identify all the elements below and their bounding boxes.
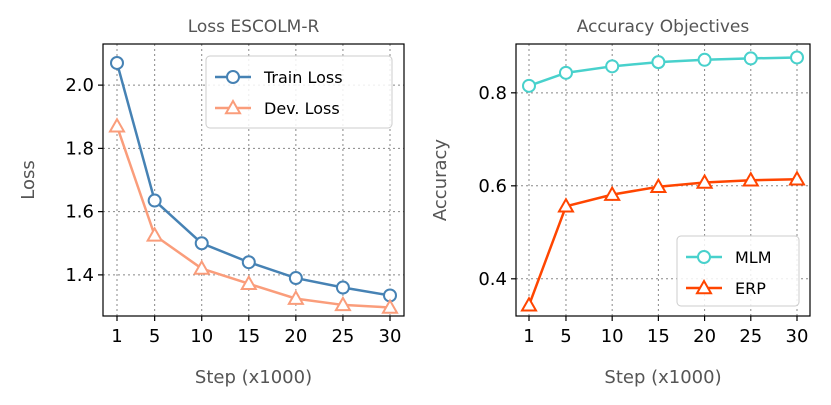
x-tick-label: 1 <box>523 326 534 347</box>
data-point <box>108 117 126 133</box>
data-point <box>558 65 573 80</box>
data-point <box>697 52 712 67</box>
chart-title: Accuracy Objectives <box>577 17 750 37</box>
data-point <box>145 226 164 242</box>
x-tick-label: 30 <box>786 326 809 347</box>
legend-marker <box>697 250 711 264</box>
legend: MLM ERP <box>676 235 800 307</box>
data-point <box>651 55 666 70</box>
data-point <box>743 51 758 66</box>
data-point <box>788 170 806 186</box>
data-point <box>193 259 211 275</box>
data-point <box>605 59 620 74</box>
legend-label: Dev. Loss <box>264 99 340 118</box>
x-tick-label: 20 <box>284 326 307 347</box>
legend-marker <box>226 70 240 84</box>
data-point <box>110 55 124 70</box>
y-tick-label: 0.8 <box>478 83 507 104</box>
legend-item: Dev. Loss <box>215 98 340 118</box>
y-tick-label: 0.6 <box>478 176 507 197</box>
series-dev-loss <box>108 117 399 314</box>
x-axis-label: Step (x1000) <box>604 367 721 388</box>
data-point <box>381 298 399 314</box>
data-point <box>335 280 350 295</box>
data-point <box>520 296 538 312</box>
plot-frame <box>102 43 405 317</box>
data-point <box>742 171 760 187</box>
data-point <box>557 197 575 213</box>
legend-label: Train Loss <box>263 68 343 87</box>
series-line <box>115 125 391 309</box>
legend-marker <box>224 98 242 115</box>
data-point <box>522 78 536 93</box>
chart-title: Loss ESCOLM-R <box>188 17 320 37</box>
x-tick-label: 5 <box>560 326 571 347</box>
x-tick-label: 15 <box>647 326 670 347</box>
data-point <box>603 185 621 201</box>
x-axis-label: Step (x1000) <box>195 367 312 388</box>
legend-label: ERP <box>735 279 766 298</box>
legend-item: Train Loss <box>215 68 343 87</box>
y-tick-label: 1.8 <box>65 138 94 159</box>
data-point <box>241 255 256 270</box>
data-point <box>790 50 804 65</box>
x-tick-label: 1 <box>111 326 122 347</box>
y-tick-label: 0.4 <box>478 269 507 290</box>
legend-item: ERP <box>686 278 766 298</box>
legend-marker <box>695 278 713 295</box>
series-erp <box>520 170 806 312</box>
data-point <box>287 289 305 305</box>
y-tick-label: 2.0 <box>65 75 94 96</box>
y-axis-label: Accuracy <box>430 139 451 222</box>
y-tick-label: 1.6 <box>65 202 94 223</box>
data-point <box>240 274 258 290</box>
data-point <box>334 295 352 312</box>
x-tick-label: 10 <box>190 326 213 347</box>
data-point <box>194 236 209 251</box>
x-tick-label: 20 <box>693 326 716 347</box>
legend-box <box>205 55 393 129</box>
legend-item: MLM <box>686 248 772 267</box>
legend: Train Loss Dev. Loss <box>205 55 393 129</box>
data-point <box>695 173 714 189</box>
data-point <box>649 177 668 193</box>
y-tick-label: 1.4 <box>65 265 94 286</box>
series-train-loss <box>110 55 397 303</box>
x-tick-label: 10 <box>601 326 624 347</box>
y-axis-label: Loss <box>18 160 39 199</box>
data-point <box>147 193 162 208</box>
data-point <box>288 271 303 286</box>
x-tick-label: 25 <box>331 326 354 347</box>
plot-frame <box>515 43 811 317</box>
x-tick-label: 5 <box>149 326 160 347</box>
series-mlm <box>522 50 804 93</box>
x-tick-label: 25 <box>739 326 762 347</box>
x-tick-label: 30 <box>379 326 402 347</box>
x-tick-label: 15 <box>237 326 260 347</box>
legend-label: MLM <box>735 248 772 267</box>
